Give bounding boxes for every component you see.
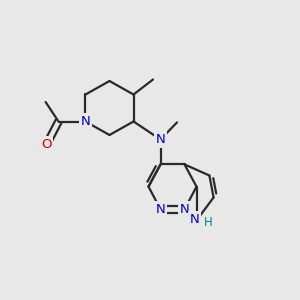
Text: N: N [81, 115, 90, 128]
Text: N: N [190, 213, 200, 226]
Text: N: N [156, 203, 165, 216]
Text: N: N [180, 203, 189, 216]
Text: H: H [203, 216, 212, 230]
Text: N: N [156, 133, 165, 146]
Text: O: O [41, 138, 52, 151]
